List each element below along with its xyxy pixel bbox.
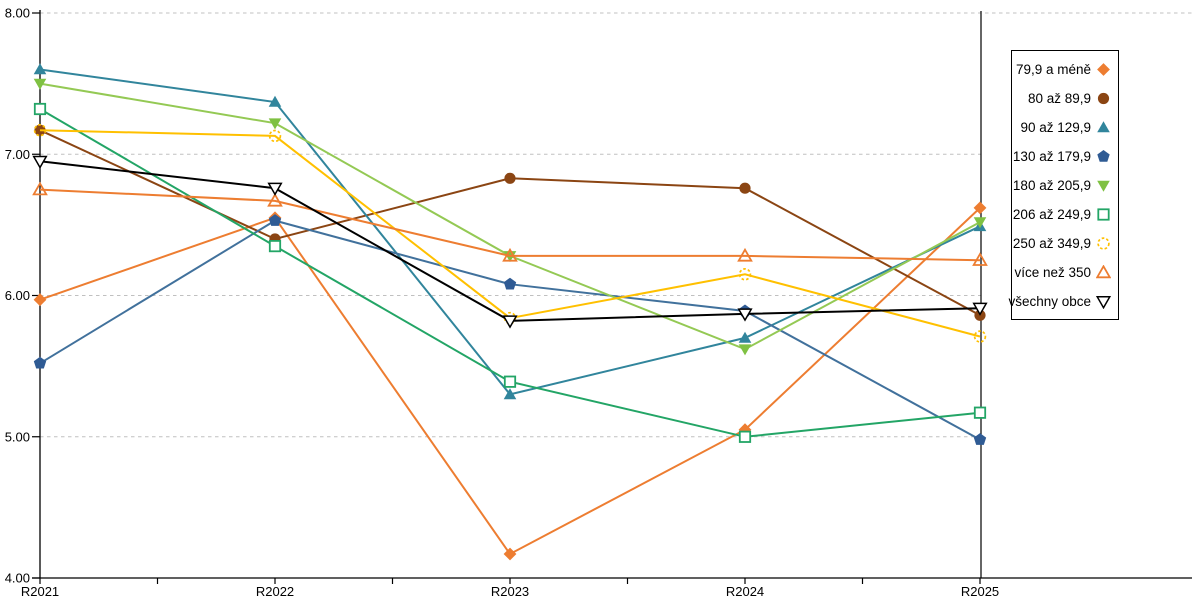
triangle-up-open-marker-icon [267,192,283,207]
legend-marker-icon [1097,92,1110,104]
pentagon-marker-icon [33,356,47,369]
legend-marker-icon [1097,149,1110,162]
legend: 79,9 a méně 80 až 89,9 90 až 129,9 130 až 1… [1008,50,1119,320]
pentagon-marker-icon [268,214,282,226]
series-1 [34,124,986,321]
legend-item-label: více než 350 [1014,264,1091,280]
legend-item[interactable]: všechny obce [1008,290,1111,312]
legend-item[interactable]: 180 až 205,9 [1012,174,1111,196]
legend-marker-icon [1097,62,1110,76]
triangle-up-open-marker-icon [1096,264,1111,278]
triangle-down-open-marker-icon [32,155,48,170]
legend-marker-icon [1097,180,1110,192]
legend-item[interactable]: více než 350 [1014,261,1111,283]
diamond-marker-icon [33,293,47,307]
triangle-down-open-marker-icon [267,182,283,196]
triangle-down-marker-icon [33,78,47,90]
circle-open-marker-icon [973,330,987,343]
circle-open-marker-icon [33,123,47,137]
series-5 [33,102,987,443]
series-6 [33,123,987,343]
triangle-down-open-marker-icon [737,308,753,322]
diamond-marker-icon [973,201,987,215]
x-axis-tick-label: R2025 [961,584,999,599]
triangle-up-open-marker-icon [32,181,48,196]
triangle-up-marker-icon [268,95,282,107]
series-line [39,160,981,322]
y-axis-tick-label: 4.00 [5,571,30,586]
pentagon-marker-icon [973,433,987,445]
legend-item-label: 80 až 89,9 [1027,90,1091,106]
triangle-down-marker-icon [738,344,752,356]
square-open-marker-icon [1097,207,1110,221]
pentagon-marker-icon [503,277,517,290]
square-open-marker-icon [503,375,517,388]
series-0 [33,201,987,561]
circle-open-marker-icon [738,268,752,281]
triangle-down-open-marker-icon [502,315,518,329]
circle-marker-icon [739,182,751,194]
triangle-up-open-marker-icon [972,252,988,266]
triangle-down-open-marker-icon [972,302,988,316]
triangle-up-open-marker-icon [502,247,518,262]
legend-item[interactable]: 79,9 a méně [1015,58,1111,80]
circle-open-marker-icon [1097,236,1110,250]
circle-marker-icon [1097,92,1110,104]
x-axis-tick-label: R2021 [21,584,59,599]
series-3 [33,214,987,445]
legend-item[interactable]: 80 až 89,9 [1015,87,1111,109]
series-line [39,82,981,351]
triangle-down-open-marker-icon [1096,295,1111,309]
triangle-down-marker-icon [268,118,282,130]
x-axis-tick-label: R2024 [726,584,764,599]
x-axis-tick-label: R2023 [491,584,529,599]
triangle-up-marker-icon [33,63,47,75]
y-axis-tick-label: 5.00 [5,429,30,444]
legend-marker-icon [1097,236,1110,250]
legend-marker-icon [1097,207,1110,221]
circle-open-marker-icon [268,129,282,143]
legend-item-label: 250 až 349,9 [1012,235,1091,251]
series-line [39,188,981,262]
square-open-marker-icon [33,102,47,116]
legend-marker-icon [1097,120,1110,132]
square-open-marker-icon [738,430,752,443]
series-4 [33,78,987,356]
series-8 [32,155,988,329]
series-line [39,68,981,396]
diamond-marker-icon [1097,62,1110,76]
legend-item[interactable]: 90 až 129,9 [1015,116,1111,138]
diamond-marker-icon [503,547,517,561]
triangle-up-marker-icon [738,331,752,343]
series-2 [33,63,987,400]
legend-marker-icon [1096,295,1111,309]
series-line [39,129,981,338]
series-7 [32,181,988,266]
legend-item-label: 180 až 205,9 [1012,177,1091,193]
legend-item[interactable]: 130 až 179,9 [1012,145,1111,167]
triangle-up-open-marker-icon [737,247,753,262]
legend-item-label: 206 až 249,9 [1012,206,1091,222]
legend-item-label: všechny obce [1008,293,1091,309]
x-axis-tick-label: R2022 [256,584,294,599]
square-open-marker-icon [268,239,282,253]
y-axis-tick-label: 7.00 [5,147,30,162]
legend-item-label: 130 až 179,9 [1012,148,1091,164]
legend-marker-icon [1096,264,1111,278]
triangle-down-marker-icon [973,217,987,229]
square-open-marker-icon [973,406,987,419]
y-axis-tick-label: 8.00 [5,6,30,21]
legend-item[interactable]: 250 až 349,9 [1012,232,1111,254]
y-axis-tick-label: 6.00 [5,288,30,303]
triangle-up-marker-icon [1097,120,1110,132]
triangle-up-marker-icon [503,388,517,400]
legend-item-label: 90 až 129,9 [1020,119,1091,135]
circle-marker-icon [504,172,516,184]
legend-item-label: 79,9 a méně [1015,61,1091,77]
pentagon-marker-icon [1097,149,1110,162]
triangle-down-marker-icon [1097,180,1110,192]
legend-item[interactable]: 206 až 249,9 [1012,203,1111,225]
